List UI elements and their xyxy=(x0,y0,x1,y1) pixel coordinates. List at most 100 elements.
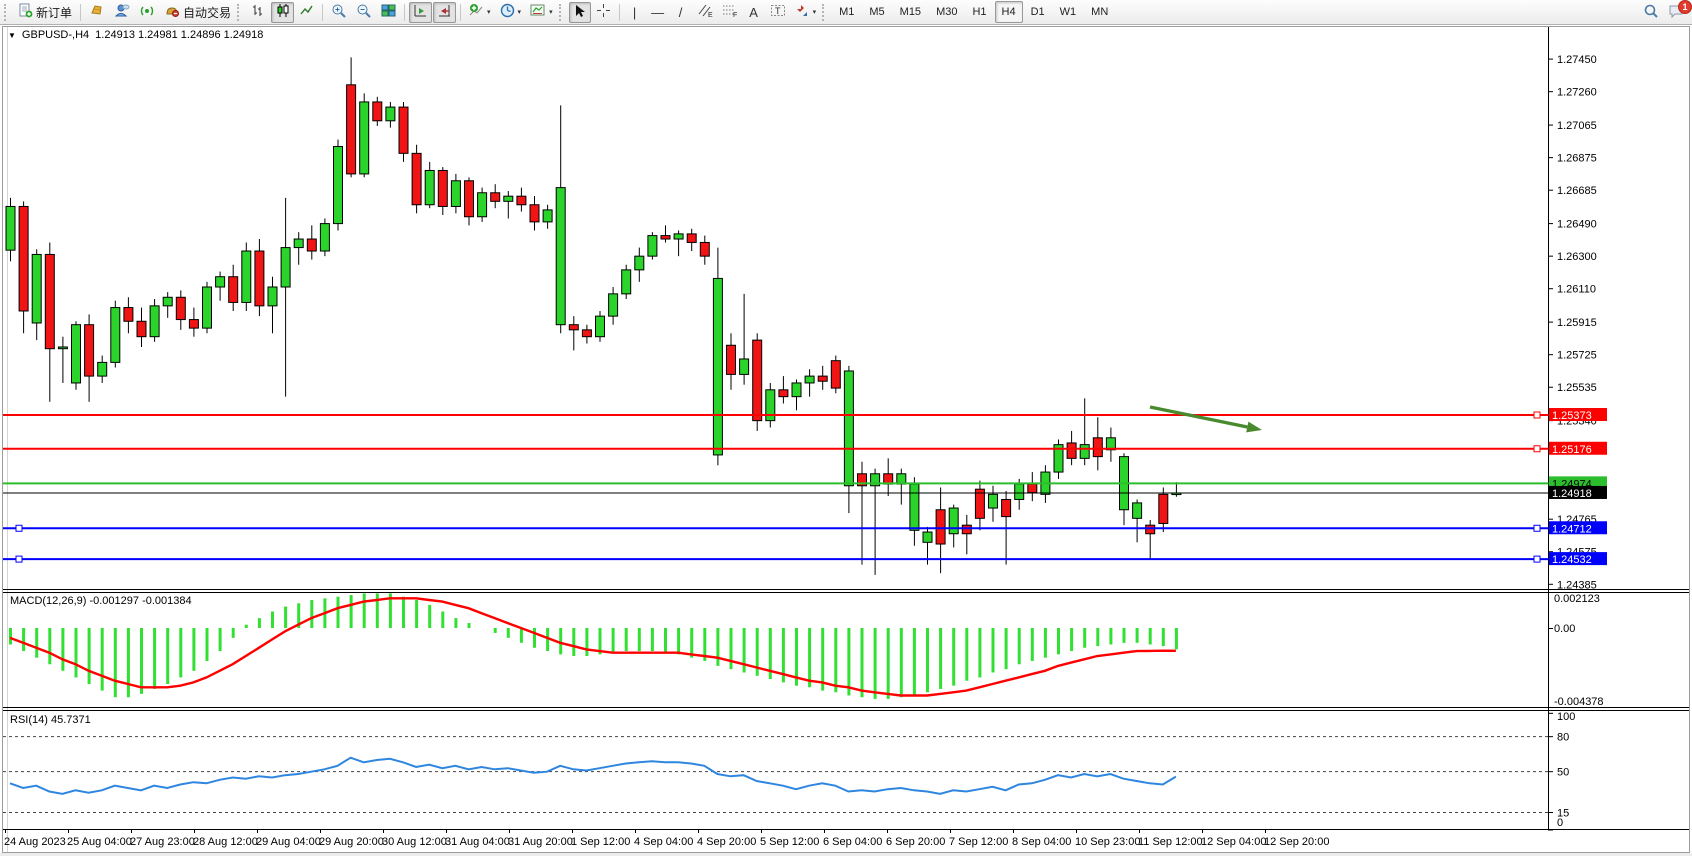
channel-button[interactable]: E xyxy=(693,2,717,23)
timeframe-button-mn[interactable]: MN xyxy=(1091,6,1109,18)
time-axis-label[interactable]: 5 Sep 12:00 xyxy=(760,836,819,848)
toolbar-grip[interactable] xyxy=(558,3,565,21)
time-axis-label[interactable]: 31 Aug 04:00 xyxy=(445,836,510,848)
time-axis-label[interactable]: 25 Aug 04:00 xyxy=(67,836,132,848)
toolbar-grip[interactable] xyxy=(237,3,243,21)
price-tick-label[interactable]: 1.27065 xyxy=(1557,120,1597,132)
line-handle[interactable] xyxy=(1533,411,1541,419)
notifications-button[interactable]: 1 xyxy=(1664,0,1692,23)
arrows-button[interactable]: ▾ xyxy=(791,2,821,23)
rsi-axis-label[interactable]: 0 xyxy=(1557,817,1563,829)
price-tick-label[interactable]: 1.26490 xyxy=(1557,219,1597,231)
crosshair-button[interactable] xyxy=(592,2,615,23)
periods-button[interactable]: ▾ xyxy=(496,2,526,23)
timeframe-button-m1[interactable]: M1 xyxy=(839,6,855,18)
candle-body xyxy=(175,296,186,321)
community-button[interactable] xyxy=(110,2,134,23)
timeframe-button-m5[interactable]: M5 xyxy=(869,6,885,18)
arrows-caret-icon: ▾ xyxy=(812,9,817,16)
time-axis-label[interactable]: 27 Aug 23:00 xyxy=(130,836,195,848)
text-button[interactable]: A xyxy=(743,2,765,23)
timeframe-button-m15[interactable]: M15 xyxy=(899,6,922,18)
timeframe-button-h4[interactable]: H4 xyxy=(994,1,1023,23)
price-tick-label[interactable]: 1.27450 xyxy=(1557,54,1597,66)
line-handle[interactable] xyxy=(1533,555,1541,563)
signals-icon xyxy=(139,3,155,21)
chart-shift-button[interactable] xyxy=(433,1,457,23)
time-axis-label[interactable]: 7 Sep 12:00 xyxy=(949,836,1008,848)
price-tick-label[interactable]: 1.25725 xyxy=(1557,350,1597,362)
fibonacci-button[interactable]: F xyxy=(718,2,742,23)
toolbar-separator xyxy=(618,3,620,21)
candle-body xyxy=(359,101,370,175)
line-chart-button[interactable] xyxy=(295,2,318,23)
auto-scroll-button[interactable] xyxy=(409,1,433,23)
time-axis-label[interactable]: 12 Sep 04:00 xyxy=(1201,836,1266,848)
line-handle[interactable] xyxy=(15,555,23,563)
time-axis-label[interactable]: 24 Aug 2023 xyxy=(4,836,66,848)
chart-title-dropdown-icon[interactable]: ▼ xyxy=(8,30,16,40)
indicators-button[interactable]: ▾ xyxy=(465,2,495,23)
autotrading-icon xyxy=(164,3,180,21)
rsi-axis-label[interactable]: 80 xyxy=(1557,732,1569,744)
time-axis-label[interactable]: 6 Sep 20:00 xyxy=(886,836,945,848)
timeframe-button-w1[interactable]: W1 xyxy=(1059,6,1077,18)
candle-body xyxy=(44,253,55,350)
time-axis-label[interactable]: 29 Aug 04:00 xyxy=(256,836,321,848)
price-tick-label[interactable]: 1.26685 xyxy=(1557,185,1597,197)
signals-button[interactable] xyxy=(135,2,159,23)
time-axis-label[interactable]: 31 Aug 20:00 xyxy=(508,836,573,848)
price-tick-label[interactable]: 1.26875 xyxy=(1557,153,1597,165)
time-axis-label[interactable]: 11 Sep 12:00 xyxy=(1138,836,1203,848)
time-axis-label[interactable]: 10 Sep 23:00 xyxy=(1075,836,1140,848)
arrow-annotation[interactable] xyxy=(1149,405,1248,429)
line-handle[interactable] xyxy=(1533,445,1541,453)
price-tick-label[interactable]: 1.26300 xyxy=(1557,251,1597,263)
vertical-line-button[interactable]: | xyxy=(624,2,646,23)
line-handle[interactable] xyxy=(1533,524,1541,532)
zoom-out-button[interactable] xyxy=(352,2,376,23)
time-axis-label[interactable]: 8 Sep 04:00 xyxy=(1012,836,1071,848)
toolbar-grip[interactable] xyxy=(4,3,10,21)
community-person-icon xyxy=(114,3,130,21)
new-order-button[interactable]: 新订单 xyxy=(14,2,76,23)
time-axis-label[interactable]: 4 Sep 20:00 xyxy=(697,836,756,848)
rsi-axis-label[interactable]: 100 xyxy=(1557,711,1575,723)
time-axis-label[interactable]: 12 Sep 20:00 xyxy=(1264,836,1329,848)
bar-chart-button[interactable] xyxy=(247,2,270,23)
search-button[interactable] xyxy=(1639,2,1663,23)
candlestick-chart-button[interactable] xyxy=(271,1,295,23)
candle-body xyxy=(333,145,343,225)
time-axis-label[interactable]: 4 Sep 04:00 xyxy=(634,836,693,848)
text-label-button[interactable]: T xyxy=(766,2,790,23)
rsi-axis-label[interactable]: 15 xyxy=(1557,807,1569,819)
price-tick-label[interactable]: 1.24385 xyxy=(1557,579,1597,591)
price-tick-label[interactable]: 1.25535 xyxy=(1557,382,1597,394)
chart-canvas[interactable]: 1.27450 1.27260 1.27065 1.26875 1.26685 1.264… xyxy=(0,25,1692,856)
arrow-annotation-head[interactable] xyxy=(1246,421,1262,433)
wallet-button[interactable] xyxy=(85,2,109,23)
time-axis-label[interactable]: 28 Aug 12:00 xyxy=(193,836,258,848)
price-tick-label[interactable]: 1.25915 xyxy=(1557,317,1597,329)
templates-button[interactable]: ▾ xyxy=(526,2,557,23)
toolbar-grip[interactable] xyxy=(822,3,828,21)
time-axis-label[interactable]: 1 Sep 12:00 xyxy=(571,836,630,848)
time-axis-label[interactable]: 6 Sep 04:00 xyxy=(823,836,882,848)
price-tick-label[interactable]: 1.27260 xyxy=(1557,87,1597,99)
candle-body xyxy=(961,524,972,535)
tile-windows-button[interactable] xyxy=(377,2,400,23)
autotrading-button[interactable]: 自动交易 xyxy=(160,2,235,23)
time-axis-label[interactable]: 29 Aug 20:00 xyxy=(319,836,384,848)
timeframe-button-d1[interactable]: D1 xyxy=(1030,6,1045,18)
timeframe-button-m30[interactable]: M30 xyxy=(936,6,958,18)
price-tick-label[interactable]: 1.26110 xyxy=(1557,284,1596,296)
timeframe-button-h1[interactable]: H1 xyxy=(972,6,987,18)
candle-body xyxy=(726,344,736,375)
line-handle[interactable] xyxy=(15,524,23,532)
zoom-in-button[interactable] xyxy=(327,2,351,23)
rsi-axis-label[interactable]: 50 xyxy=(1557,767,1569,779)
cursor-button[interactable] xyxy=(568,1,591,23)
trendline-button[interactable]: / xyxy=(670,2,692,23)
time-axis-label[interactable]: 30 Aug 12:00 xyxy=(382,836,447,848)
horizontal-line-button[interactable]: — xyxy=(647,2,669,23)
